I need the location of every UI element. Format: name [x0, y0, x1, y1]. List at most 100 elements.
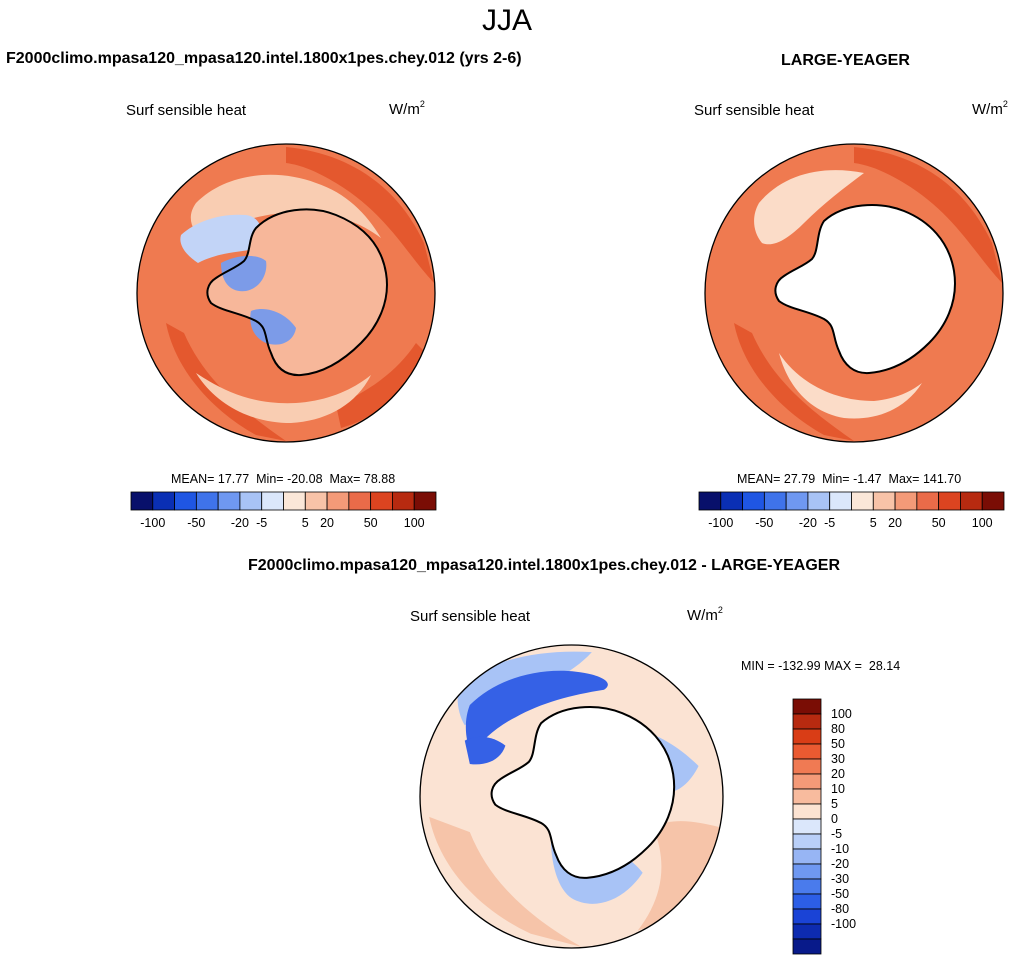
test-polar-map: [136, 143, 436, 443]
colorbar-swatch: [792, 878, 822, 895]
colorbar-swatch: [851, 491, 874, 511]
colorbar-swatch: [792, 818, 822, 835]
colorbar-tick-label: 20: [831, 767, 845, 781]
test-map-border: [136, 143, 436, 443]
colorbar-swatch: [392, 491, 415, 511]
test-units-label: W/m2: [389, 99, 425, 118]
colorbar-tick-label: 20: [320, 516, 335, 530]
test-ocean-band-sw: [166, 323, 286, 441]
colorbar-tick-label: 50: [831, 737, 845, 751]
diff-strong-negative-weddell: [464, 736, 506, 765]
colorbar-tick-label: 5: [869, 516, 877, 530]
obs-polar-map: [704, 143, 1004, 443]
diff-coastline: [490, 706, 676, 879]
colorbar-swatch: [370, 491, 393, 511]
colorbar-tick-label: 30: [831, 752, 845, 766]
test-negative-region: [221, 255, 267, 292]
colorbar-swatch: [326, 491, 350, 511]
colorbar-swatch: [792, 848, 822, 865]
test-near-coast-north: [190, 174, 381, 243]
obs-colorbar: [698, 491, 1005, 511]
colorbar-swatch: [916, 491, 940, 511]
colorbar-tick-label: -100: [708, 516, 734, 530]
colorbar-tick-label: -100: [831, 917, 857, 931]
obs-stats: MEAN= 27.79 Min= -1.47 Max= 141.70: [737, 472, 962, 486]
colorbar-swatch: [261, 491, 284, 511]
colorbar-tick-label: -50: [187, 516, 206, 530]
colorbar-tick-label: 20: [888, 516, 903, 530]
colorbar-swatch: [938, 491, 961, 511]
colorbar-swatch: [348, 491, 372, 511]
colorbar-swatch: [698, 491, 722, 511]
colorbar-tick-label: -50: [831, 887, 850, 901]
colorbar-swatch: [130, 491, 154, 511]
diff-map-border: [419, 644, 724, 949]
colorbar-swatch: [785, 491, 809, 511]
colorbar-swatch: [792, 788, 822, 805]
colorbar-swatch: [283, 491, 306, 511]
colorbar-swatch: [829, 491, 852, 511]
test-antarctica-field: [207, 209, 387, 376]
colorbar-swatch: [792, 728, 822, 745]
colorbar-tick-label: -20: [798, 516, 817, 530]
diff-positive-band-sw: [429, 816, 582, 947]
colorbar-tick-label: 10: [831, 782, 845, 796]
colorbar-swatch: [792, 863, 822, 880]
obs-colorbar-ticks: -100 -50 -20 -5 5 20 50 100: [699, 516, 1004, 532]
season-title: JJA: [481, 4, 532, 37]
diff-stats: MIN = -132.99 MAX = 28.14: [741, 659, 901, 673]
obs-map-border: [704, 143, 1004, 443]
diff-antarctica-field: [491, 707, 675, 878]
colorbar-swatch: [413, 491, 437, 511]
test-near-coast-south: [196, 373, 371, 423]
test-ocean-band-se: [336, 343, 426, 428]
colorbar-swatch: [792, 743, 822, 760]
colorbar-swatch: [239, 491, 263, 511]
colorbar-swatch: [792, 908, 822, 925]
test-stats: MEAN= 17.77 Min= -20.08 Max= 78.88: [171, 472, 396, 486]
colorbar-swatch: [960, 491, 983, 511]
diff-colorbar: [792, 698, 822, 955]
test-panel-title: F2000climo.mpasa120_mpasa120.intel.1800x…: [6, 50, 522, 67]
test-colorbar: [130, 491, 437, 511]
colorbar-tick-label: -20: [230, 516, 249, 530]
diff-panel-title: F2000climo.mpasa120_mpasa120.intel.1800x…: [248, 557, 841, 574]
diff-strong-negative-north: [465, 670, 608, 754]
colorbar-tick-label: 100: [971, 516, 993, 530]
colorbar-swatch: [792, 893, 822, 910]
test-coastline: [206, 208, 388, 377]
test-sea-ice: [180, 214, 262, 263]
obs-panel-title: LARGE-YEAGER: [781, 52, 910, 69]
test-ocean-band-ne: [286, 147, 434, 283]
colorbar-tick-label: -50: [755, 516, 774, 530]
colorbar-swatch: [792, 698, 822, 715]
colorbar-tick-label: 5: [831, 797, 838, 811]
test-variable-label: Surf sensible heat: [126, 102, 247, 119]
colorbar-tick-label: -30: [831, 872, 850, 886]
obs-ocean-band-sw: [734, 323, 854, 441]
diff-colorbar-ticks: 100 80 50 30 20 10 5 0 -5 -10 -20 -30 -50 -80 -100: [831, 699, 891, 954]
obs-ocean-band-ne: [854, 147, 1002, 283]
colorbar-tick-label: -20: [831, 857, 850, 871]
colorbar-tick-label: 80: [831, 722, 845, 736]
colorbar-swatch: [792, 833, 822, 850]
obs-units-label: W/m2: [972, 99, 1008, 118]
colorbar-tick-label: -100: [140, 516, 166, 530]
colorbar-swatch: [763, 491, 787, 511]
colorbar-swatch: [742, 491, 765, 511]
test-colorbar-ticks: -100 -50 -20 -5 5 20 50 100: [131, 516, 436, 532]
test-negative-region-ross: [250, 308, 296, 345]
colorbar-swatch: [720, 491, 743, 511]
obs-antarctica-field: [775, 205, 955, 374]
colorbar-swatch: [792, 713, 822, 730]
colorbar-swatch: [174, 491, 197, 511]
colorbar-tick-label: -5: [824, 516, 836, 530]
colorbar-swatch: [152, 491, 175, 511]
colorbar-swatch: [981, 491, 1005, 511]
diff-polar-map: [419, 644, 724, 949]
colorbar-tick-label: 50: [363, 516, 378, 530]
obs-near-coast-south: [779, 353, 922, 419]
colorbar-swatch: [792, 803, 822, 820]
obs-coastline: [774, 204, 956, 375]
colorbar-tick-label: 5: [301, 516, 309, 530]
